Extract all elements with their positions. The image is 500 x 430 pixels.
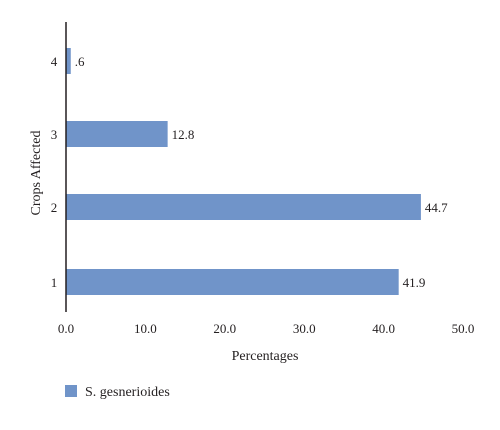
legend-swatch	[65, 385, 77, 397]
y-tick-label-4: 4	[51, 54, 58, 69]
x-tick-label: 40.0	[372, 321, 395, 336]
data-labels-group: 41.9 44.7 12.8 .6	[75, 54, 448, 290]
x-tick-label: 50.0	[452, 321, 475, 336]
y-tick-labels: 1 2 3 4	[51, 54, 58, 290]
bar-crop-4	[66, 48, 71, 74]
legend-label: S. gesnerioides	[85, 385, 170, 400]
x-tick-label: 30.0	[293, 321, 316, 336]
y-tick-label-2: 2	[51, 200, 58, 215]
x-axis-title: Percentages	[232, 349, 299, 364]
y-tick-label-1: 1	[51, 275, 58, 290]
data-label-crop-3: 12.8	[172, 127, 195, 142]
x-tick-label: 0.0	[58, 321, 74, 336]
data-label-crop-4: .6	[75, 54, 85, 69]
bar-crop-3	[66, 121, 168, 147]
x-tick-label: 20.0	[213, 321, 236, 336]
x-tick-labels: 0.0 10.0 20.0 30.0 40.0 50.0	[58, 321, 475, 336]
bars-group	[66, 48, 421, 295]
bar-crop-2	[66, 194, 421, 220]
data-label-crop-1: 41.9	[403, 275, 426, 290]
y-tick-label-3: 3	[51, 127, 58, 142]
bar-crop-1	[66, 269, 399, 295]
x-tick-label: 10.0	[134, 321, 157, 336]
y-axis-title: Crops Affected	[29, 131, 44, 216]
legend: S. gesnerioides	[65, 385, 170, 400]
data-label-crop-2: 44.7	[425, 200, 448, 215]
